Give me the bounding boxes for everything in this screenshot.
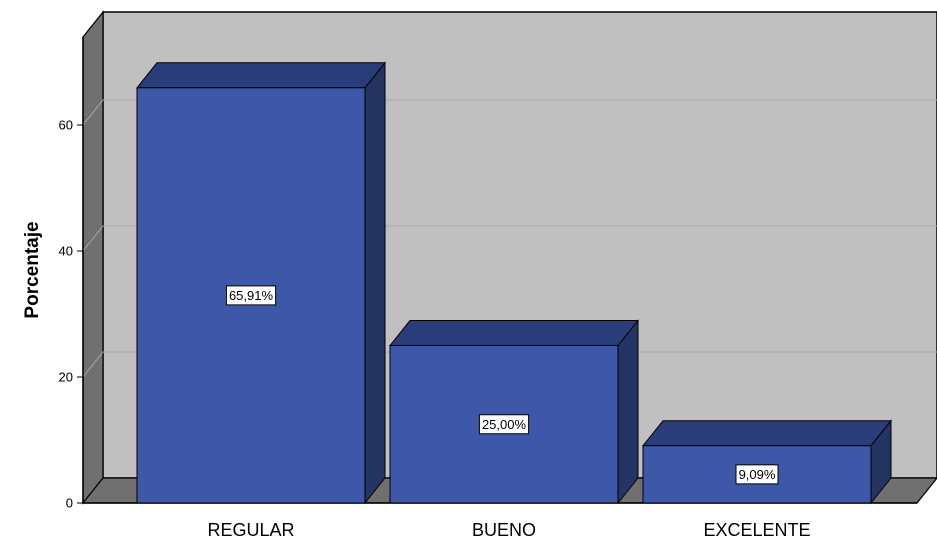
x-category-label: REGULAR — [207, 520, 294, 540]
bar-side — [617, 319, 639, 505]
chart-gridlines — [82, 99, 937, 378]
y-tick-label: 60 — [59, 118, 73, 133]
x-category-label: EXCELENTE — [703, 520, 810, 540]
category-labels: REGULAR BUENO EXCELENTE — [207, 520, 810, 540]
y-tick-label: 40 — [59, 244, 73, 259]
data-label: 25,00% — [478, 414, 530, 435]
data-label-box — [478, 414, 530, 435]
data-label: 65,91% — [225, 285, 277, 306]
bar-regular — [135, 61, 387, 505]
y-axis-title: Porcentaje — [22, 221, 43, 318]
gridline — [82, 99, 937, 126]
data-label-box — [225, 285, 277, 306]
data-label-box — [735, 464, 779, 485]
bar-side — [364, 61, 386, 505]
data-label-text: 65,91% — [229, 288, 274, 303]
data-label-text: 25,00% — [482, 417, 527, 432]
data-labels: 65,91% 25,00% 9,09% — [225, 285, 779, 485]
bar-top — [135, 62, 387, 89]
gridline — [82, 225, 937, 252]
x-category-label: BUENO — [472, 520, 536, 540]
bar-excelente — [641, 419, 893, 505]
data-label-text: 9,09% — [739, 467, 776, 482]
bar-top — [388, 320, 640, 346]
bar-bueno — [388, 319, 640, 505]
plot-left-wall — [82, 10, 104, 505]
y-tick-label: 0 — [66, 496, 73, 511]
y-ticks: 0 20 40 60 — [59, 118, 83, 511]
bar-top — [641, 420, 893, 447]
gridline — [82, 351, 937, 378]
y-tick-label: 20 — [59, 370, 73, 385]
data-label: 9,09% — [735, 464, 779, 485]
